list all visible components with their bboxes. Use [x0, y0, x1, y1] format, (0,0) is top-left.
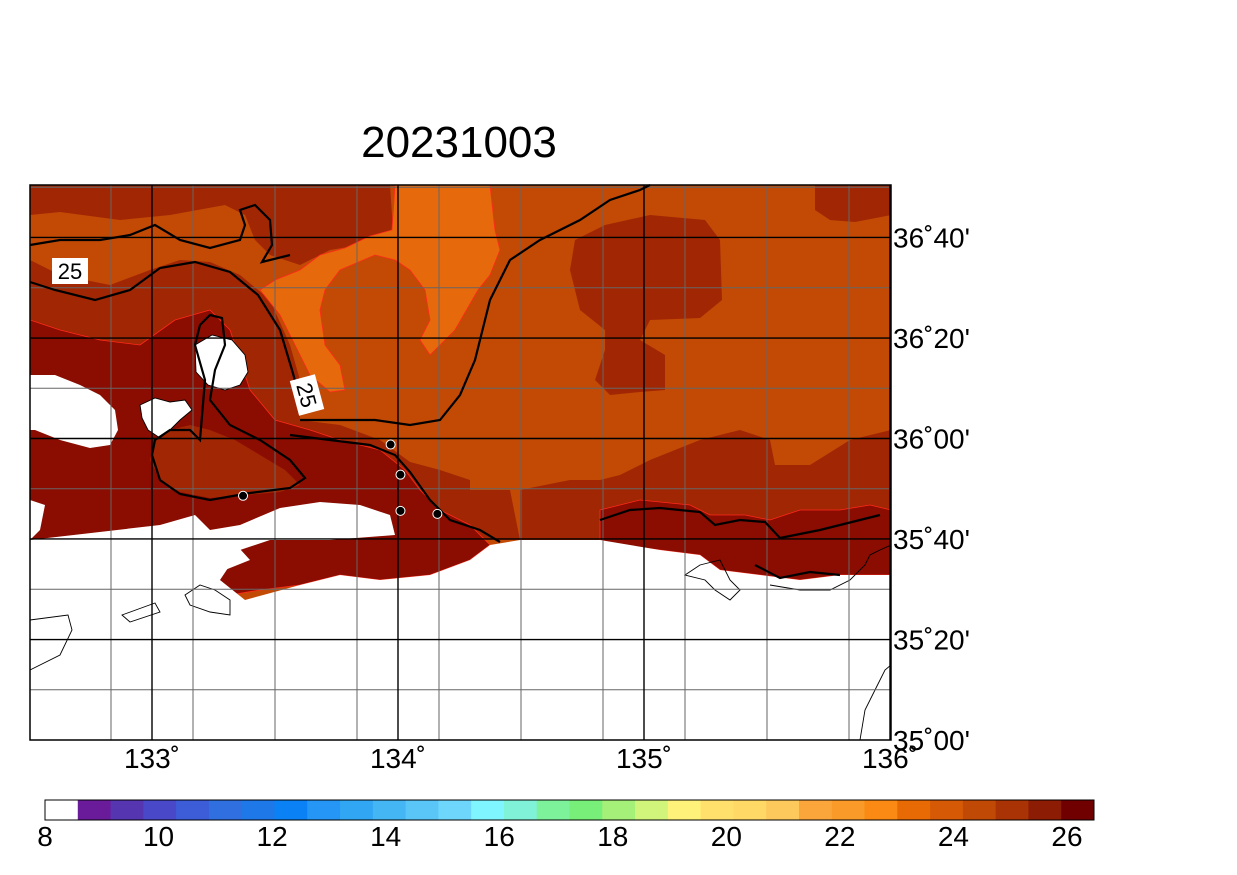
contour-25-upper — [29, 203, 291, 264]
colorbar-tick-label: 18 — [597, 821, 628, 852]
map-title: 20231003 — [361, 118, 557, 167]
contour-label-text: 25 — [58, 259, 82, 284]
colorbar-swatch — [241, 800, 275, 820]
colorbar-swatch — [930, 800, 964, 820]
lon-axis-labels: 133˚ 134˚ 135˚ 136˚ — [124, 743, 918, 774]
contour-25-main — [300, 184, 651, 427]
colorbar-swatch — [143, 800, 177, 820]
colorbar-swatch — [602, 800, 636, 820]
colorbar-swatch — [897, 800, 931, 820]
sst-zone-24-northeast — [815, 185, 891, 222]
coastline-wakasa-bay — [769, 544, 891, 591]
colorbar-swatch — [208, 800, 243, 820]
colorbar-swatch — [77, 800, 112, 820]
colorbar-tick-label: 8 — [37, 821, 53, 852]
land-oki-dozen — [140, 398, 192, 438]
colorbar-swatch — [1061, 800, 1095, 820]
colorbar-tick-label: 26 — [1051, 821, 1082, 852]
colorbar-swatch — [536, 800, 570, 820]
station-marker — [395, 505, 406, 516]
contour-25-north — [29, 260, 302, 399]
coastline-lake-nakaumi — [121, 602, 161, 623]
station-marker — [238, 490, 249, 501]
lat-tick-label: 35˚20' — [893, 625, 970, 656]
contour-label-1: 25 — [52, 258, 88, 284]
coastline-shimane — [30, 614, 73, 671]
colorbar-swatch — [405, 800, 439, 820]
colorbar-tick-label: 20 — [711, 821, 742, 852]
lat-tick-label: 35˚40' — [893, 524, 970, 555]
colorbar-tick-label: 10 — [143, 821, 174, 852]
station-markers — [238, 439, 443, 519]
colorbar-swatch — [733, 800, 767, 820]
colorbar-swatch — [995, 800, 1029, 820]
land-mainland — [30, 502, 891, 740]
colorbar-swatch — [798, 800, 833, 820]
lon-tick-label: 133˚ — [124, 743, 180, 774]
colorbar-swatch — [110, 800, 144, 820]
land-oki-dogo — [195, 335, 248, 390]
lat-tick-label: 36˚00' — [893, 424, 970, 455]
map-frame — [29, 184, 892, 741]
colorbar — [44, 799, 1095, 821]
contour-25-oki — [150, 313, 307, 502]
station-marker — [385, 439, 396, 450]
lon-tick-label: 134˚ — [370, 743, 426, 774]
colorbar-swatch — [471, 800, 505, 820]
coastline-oki-dozen — [139, 397, 193, 439]
sst-zone-24-oki-interior — [150, 425, 300, 498]
colorbar-swatch — [569, 800, 603, 820]
colorbar-tick-label: 14 — [370, 821, 401, 852]
contour-25-wakasa — [754, 564, 841, 580]
colorbar-swatch — [503, 800, 538, 820]
contour-label-2: 25 — [289, 374, 325, 416]
colorbar-tick-label: 12 — [257, 821, 288, 852]
colorbar-swatch — [1028, 800, 1062, 820]
lon-tick-label: 135˚ — [616, 743, 672, 774]
colorbar-swatch — [45, 800, 79, 820]
lat-axis-labels: 36˚40' 36˚20' 36˚00' 35˚40' 35˚20' 35˚00' — [893, 222, 970, 756]
contour-25-south — [289, 433, 501, 543]
colorbar-swatch — [274, 800, 308, 820]
colorbar-swatch — [635, 800, 669, 820]
colorbar-swatch — [962, 800, 997, 820]
lat-tick-label: 36˚40' — [893, 222, 970, 253]
lat-tick-label: 36˚20' — [893, 323, 970, 354]
sst-zone-24-east — [570, 215, 722, 395]
colorbar-swatch — [372, 800, 407, 820]
colorbar-labels: 8 10 12 14 16 18 20 22 24 26 — [37, 821, 1082, 852]
contour-25-east — [599, 506, 881, 540]
colorbar-tick-label: 22 — [824, 821, 855, 852]
land-coast-upper — [30, 500, 45, 540]
station-marker — [395, 469, 406, 480]
contour-25 — [29, 184, 881, 580]
colorbar-swatch — [438, 800, 472, 820]
coastline-east-bay — [683, 559, 741, 601]
colorbar-swatch — [176, 800, 210, 820]
colorbar-tick-label: 16 — [484, 821, 515, 852]
colorbar-swatch — [864, 800, 898, 820]
land-cove-south — [40, 528, 250, 605]
colorbar-swatch — [340, 800, 374, 820]
lat-tick-label: 35˚00' — [893, 725, 970, 756]
colorbar-swatch — [667, 800, 702, 820]
colorbar-swatch — [766, 800, 800, 820]
colorbar-swatch — [700, 800, 734, 820]
colorbar-swatch — [307, 800, 341, 820]
land-west-left — [30, 375, 118, 448]
station-marker — [432, 508, 443, 519]
colorbar-swatch — [831, 800, 866, 820]
sst-zone-24-north — [30, 185, 393, 265]
colorbar-outline — [44, 799, 1095, 821]
lon-tick-label: 136˚ — [862, 743, 918, 774]
graticule-major — [30, 185, 891, 740]
sst-zone-25-east — [599, 499, 891, 581]
colorbar-tick-label: 24 — [938, 821, 969, 852]
